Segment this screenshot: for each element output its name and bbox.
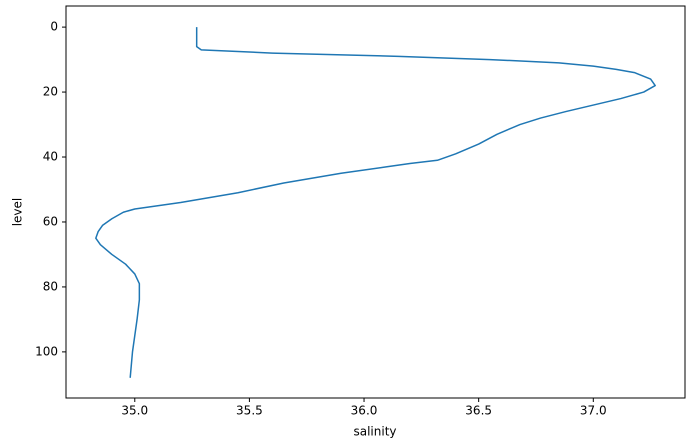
plot-frame <box>65 5 686 399</box>
y-tick-label: 80 <box>43 279 58 293</box>
y-tick-label: 0 <box>50 20 58 34</box>
y-tick-label: 100 <box>35 344 58 358</box>
x-tick-label: 35.5 <box>236 404 263 418</box>
y-axis-label: level <box>11 198 25 227</box>
y-tick-label: 60 <box>43 214 58 228</box>
x-tick-label: 35.0 <box>121 404 148 418</box>
x-tick-label: 36.0 <box>351 404 378 418</box>
x-tick-label: 36.5 <box>465 404 492 418</box>
data-line <box>95 27 656 378</box>
y-tick-label: 20 <box>43 85 58 99</box>
x-axis-label: salinity <box>353 425 396 439</box>
x-tick-label: 37.0 <box>580 404 607 418</box>
y-tick-label: 40 <box>43 150 58 164</box>
